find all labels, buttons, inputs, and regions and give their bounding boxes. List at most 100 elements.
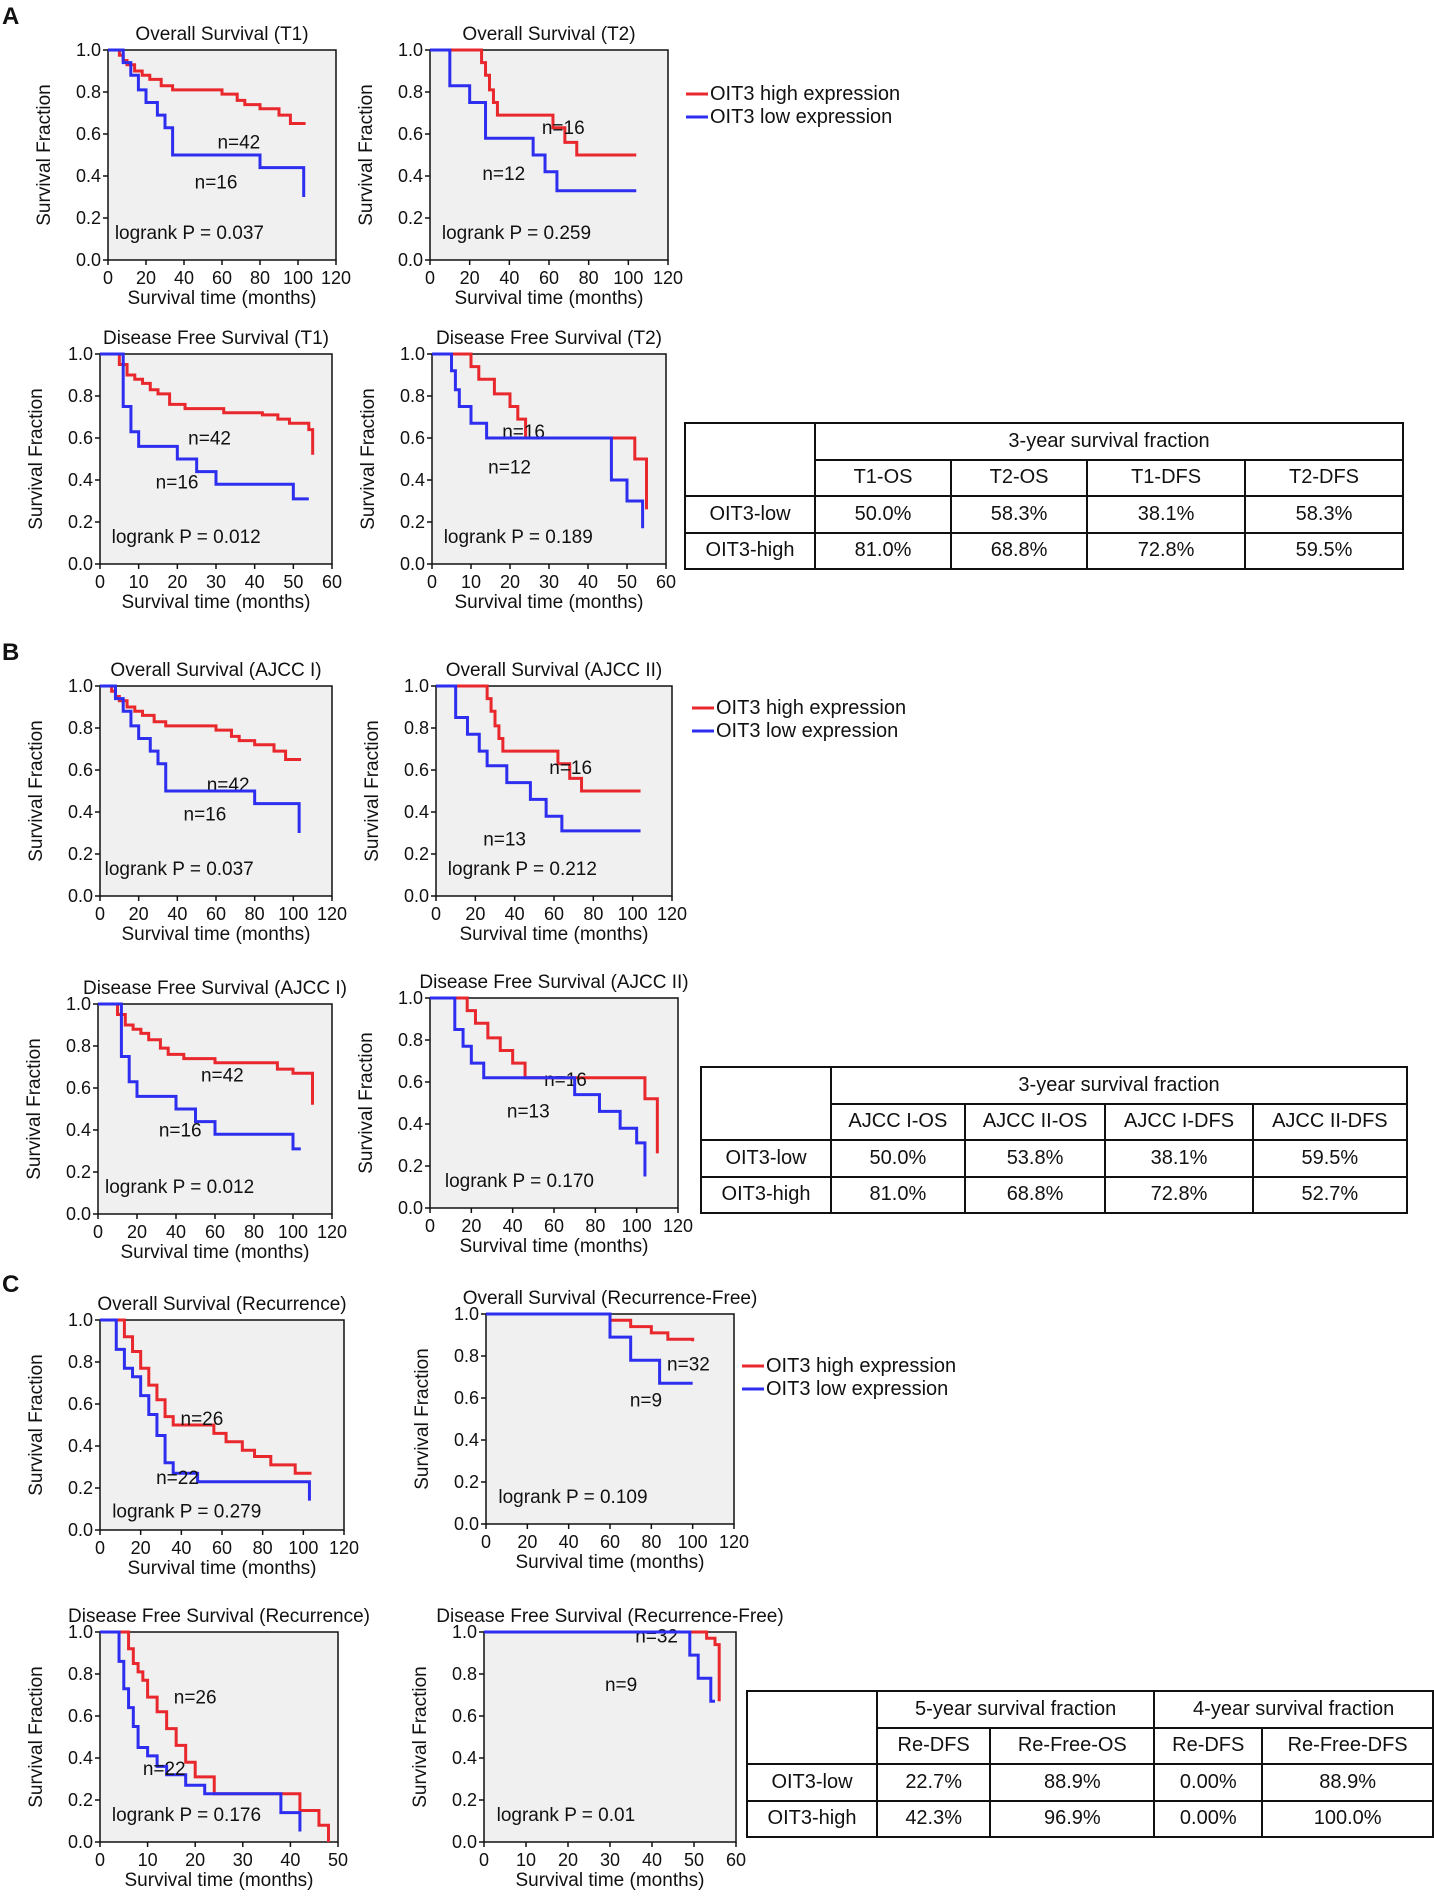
y-tick-label: 0.2 (68, 1790, 93, 1810)
chart-title: Disease Free Survival (AJCC I) (83, 978, 347, 999)
x-axis-label: Survival time (months) (122, 592, 311, 613)
table-row: OIT3-low 50.0% 53.8% 38.1% 59.5% (700, 1139, 1409, 1178)
table-row: OIT3-high 81.0% 68.8% 72.8% 59.5% (684, 531, 1404, 570)
chart-title: Overall Survival (T2) (462, 24, 635, 45)
x-tick-label: 40 (642, 1850, 662, 1870)
legend-label-high: OIT3 high expression (716, 697, 906, 719)
x-tick-label: 100 (622, 1216, 652, 1236)
y-tick-label: 0.6 (68, 760, 93, 780)
y-tick-label: 0.8 (404, 718, 429, 738)
y-tick-label: 0.4 (68, 802, 93, 822)
x-tick-label: 60 (726, 1850, 746, 1870)
x-tick-label: 80 (641, 1532, 661, 1552)
logrank-p-value: logrank P = 0.01 (497, 1805, 636, 1826)
table-cell: 96.9% (989, 1799, 1156, 1838)
y-tick-label: 0.0 (404, 886, 429, 906)
km-chart-a3: Disease Free Survival (T1) 0.0 0.2 0.4 0.6 0.… (26, 328, 342, 613)
n-label-low: n=16 (156, 472, 199, 493)
y-axis-label: Survival Fraction (26, 1666, 47, 1808)
y-tick-label: 0.4 (454, 1430, 479, 1450)
legend-label-high: OIT3 high expression (710, 83, 900, 105)
y-tick-label: 0.0 (68, 1832, 93, 1852)
y-tick-label: 1.0 (68, 1622, 93, 1642)
y-tick-label: 0.6 (404, 760, 429, 780)
x-tick-label: 60 (205, 1222, 225, 1242)
table-column-header: Re-DFS (1153, 1726, 1264, 1765)
low-expression-curve (484, 1630, 715, 1703)
y-axis-label: Survival Fraction (26, 720, 47, 862)
y-tick-label: 0.4 (398, 1114, 423, 1134)
table-group-header: 4-year survival fraction (1153, 1690, 1434, 1729)
legend-label-low: OIT3 low expression (766, 1378, 948, 1400)
legend-label-low: OIT3 low expression (710, 106, 892, 128)
x-tick-label: 120 (719, 1532, 749, 1552)
x-tick-label: 40 (503, 1216, 523, 1236)
y-tick-label: 0.0 (398, 1198, 423, 1218)
x-tick-label: 0 (95, 572, 105, 592)
y-tick-label: 0.8 (452, 1664, 477, 1684)
n-label-high: n=16 (544, 1070, 587, 1091)
n-label-low: n=13 (483, 830, 526, 851)
x-tick-label: 0 (95, 1850, 105, 1870)
x-tick-label: 0 (425, 1216, 435, 1236)
y-tick-label: 0.0 (454, 1514, 479, 1534)
n-label-high: n=42 (217, 133, 260, 154)
km-chart-a4: Disease Free Survival (T2) 0.0 0.2 0.4 0.6 0.… (358, 328, 676, 613)
x-tick-label: 10 (461, 572, 481, 592)
y-tick-label: 0.0 (66, 1204, 91, 1224)
x-tick-label: 20 (500, 572, 520, 592)
table-column-header: Re-Free-DFS (1261, 1726, 1434, 1765)
table-column-header: T2-OS (950, 458, 1089, 497)
x-tick-label: 20 (127, 1222, 147, 1242)
y-tick-label: 0.2 (400, 512, 425, 532)
x-tick-label: 80 (253, 1538, 273, 1558)
x-tick-label: 0 (481, 1532, 491, 1552)
x-tick-label: 20 (136, 268, 156, 288)
table-corner (684, 422, 816, 497)
n-label-low: n=13 (507, 1102, 550, 1123)
x-axis-label: Survival time (months) (125, 1870, 314, 1891)
x-tick-label: 0 (431, 904, 441, 924)
table-cell: 68.8% (950, 531, 1089, 570)
table-column-header: AJCC II-DFS (1251, 1102, 1409, 1141)
y-tick-label: 0.8 (398, 82, 423, 102)
table-cell: 88.9% (1261, 1763, 1434, 1802)
y-tick-label: 1.0 (454, 1304, 479, 1324)
km-chart-c4: Disease Free Survival (Recurrence-Free) 0… (410, 1606, 784, 1891)
y-axis-label: Survival Fraction (26, 388, 47, 530)
table-cell: 58.3% (1244, 495, 1404, 534)
x-tick-label: 120 (657, 904, 687, 924)
logrank-p-value: logrank P = 0.012 (105, 1177, 254, 1198)
y-tick-label: 0.0 (452, 1832, 477, 1852)
y-axis-label: Survival Fraction (34, 84, 55, 226)
table-cell: 58.3% (950, 495, 1089, 534)
plot-area (97, 1003, 333, 1215)
y-axis-label: Survival Fraction (410, 1666, 431, 1808)
km-chart-b3: Disease Free Survival (AJCC I) 0.0 0.2 0.4 0… (24, 978, 347, 1263)
x-tick-label: 20 (461, 1216, 481, 1236)
plot-area (99, 353, 333, 565)
table-cell: 38.1% (1086, 495, 1247, 534)
y-tick-label: 0.4 (76, 166, 101, 186)
logrank-p-value: logrank P = 0.212 (448, 859, 597, 880)
x-tick-label: 40 (166, 1222, 186, 1242)
table-cell: 52.7% (1251, 1175, 1409, 1214)
table-cell: 59.5% (1251, 1139, 1409, 1178)
plot-area (429, 997, 679, 1209)
n-label-high: n=32 (667, 1355, 710, 1376)
table-cell: 81.0% (813, 531, 953, 570)
x-tick-label: 60 (544, 904, 564, 924)
x-tick-label: 50 (684, 1850, 704, 1870)
x-tick-label: 20 (558, 1850, 578, 1870)
x-tick-label: 60 (212, 268, 232, 288)
x-tick-label: 80 (579, 268, 599, 288)
x-axis-label: Survival time (months) (516, 1552, 705, 1573)
table-row-label: OIT3-low (700, 1139, 832, 1178)
x-axis-label: Survival time (months) (128, 288, 317, 309)
table-cell: 38.1% (1104, 1139, 1254, 1178)
y-tick-label: 0.8 (398, 1030, 423, 1050)
x-tick-label: 0 (93, 1222, 103, 1242)
x-tick-label: 30 (233, 1850, 253, 1870)
